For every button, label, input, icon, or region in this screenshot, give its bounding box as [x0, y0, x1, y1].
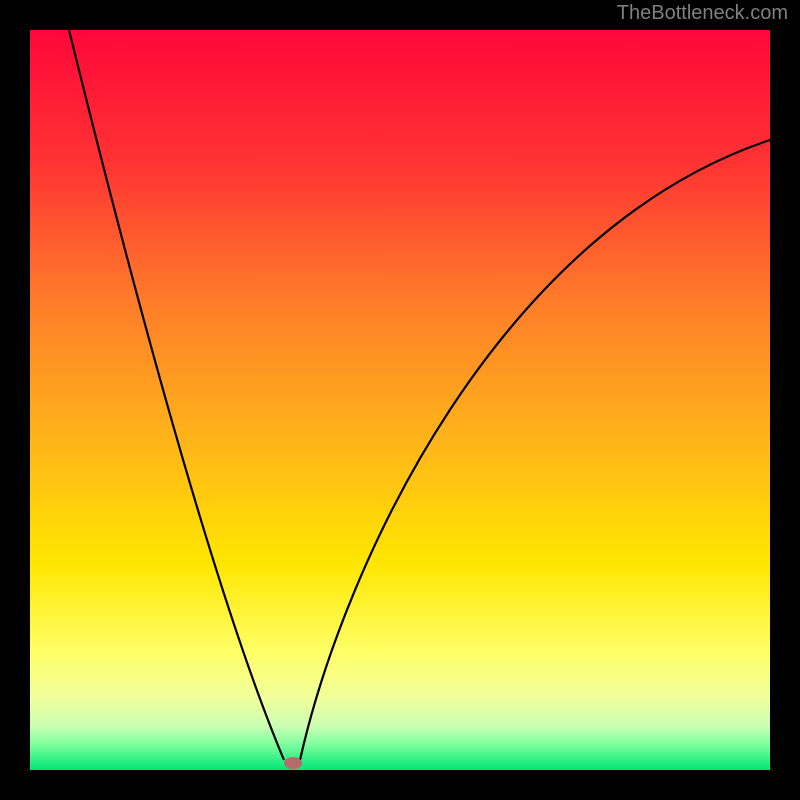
optimum-marker [284, 757, 302, 769]
gradient-background [30, 30, 770, 770]
chart-container: TheBottleneck.com [0, 0, 800, 800]
watermark-text: TheBottleneck.com [617, 2, 788, 25]
bottleneck-chart [0, 0, 800, 800]
